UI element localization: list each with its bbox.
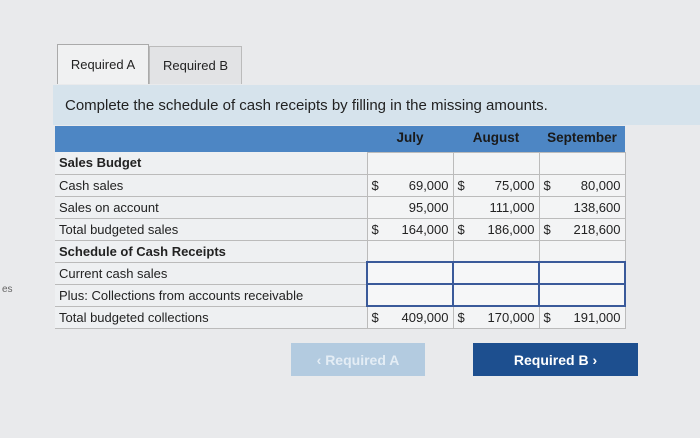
row-label: Cash sales <box>55 174 367 197</box>
amount-cell: $409,000 <box>366 305 454 329</box>
next-required-b-button[interactable]: Required B › <box>473 343 638 376</box>
dollar-sign: $ <box>457 309 465 325</box>
tab-required-b[interactable]: Required B <box>149 46 242 84</box>
row-label: Sales Budget <box>55 152 367 175</box>
table-row: Sales Budget <box>55 151 626 175</box>
amount-input[interactable] <box>452 261 540 285</box>
dollar-sign: $ <box>371 309 379 325</box>
row-label: Total budgeted collections <box>55 306 367 329</box>
prev-required-a-button[interactable]: ‹ Required A <box>291 343 425 376</box>
amount-value: 186,000 <box>487 221 535 237</box>
amount-input[interactable] <box>366 283 454 307</box>
amount-cell: $75,000 <box>452 173 540 197</box>
amount-cell: $69,000 <box>366 173 454 197</box>
amount-value: 95,000 <box>408 199 449 215</box>
amount-value: 409,000 <box>401 309 449 325</box>
amount-cell: $218,600 <box>538 217 626 241</box>
table-row: Schedule of Cash Receipts <box>55 239 626 263</box>
amount-value: 191,000 <box>573 309 621 325</box>
table-row: Sales on account 95,000 111,000 138,600 <box>55 195 626 219</box>
table-row: Cash sales $69,000 $75,000 $80,000 <box>55 173 626 197</box>
table-row: Total budgeted collections $409,000 $170,0… <box>55 305 626 329</box>
amount-value: 75,000 <box>494 177 535 193</box>
amount-cell: $164,000 <box>366 217 454 241</box>
amount-cell: 111,000 <box>452 195 540 219</box>
amount-cell <box>452 151 540 175</box>
amount-cell: $186,000 <box>452 217 540 241</box>
row-label: Schedule of Cash Receipts <box>55 240 367 263</box>
amount-value: 170,000 <box>487 309 535 325</box>
amount-value: 218,600 <box>573 221 621 237</box>
table-row: Total budgeted sales $164,000 $186,000 $218… <box>55 217 626 241</box>
dollar-sign: $ <box>457 177 465 193</box>
amount-cell: $191,000 <box>538 305 626 329</box>
amount-value: 138,600 <box>573 199 621 215</box>
amount-cell: 138,600 <box>538 195 626 219</box>
dollar-sign: $ <box>543 221 551 237</box>
amount-cell <box>366 239 454 263</box>
cash-receipts-table: July August September Sales Budget Cash sale… <box>55 126 626 329</box>
column-header: September <box>539 126 625 152</box>
amount-input[interactable] <box>538 283 626 307</box>
amount-input[interactable] <box>452 283 540 307</box>
row-label: Plus: Collections from accounts receivab… <box>55 284 367 307</box>
amount-value: 164,000 <box>401 221 449 237</box>
dollar-sign: $ <box>543 177 551 193</box>
amount-cell: $80,000 <box>538 173 626 197</box>
amount-cell: 95,000 <box>366 195 454 219</box>
column-header: July <box>367 126 453 152</box>
amount-cell <box>366 151 454 175</box>
amount-cell <box>538 151 626 175</box>
amount-cell <box>538 239 626 263</box>
cut-off-text: es <box>2 284 13 295</box>
dollar-sign: $ <box>457 221 465 237</box>
dollar-sign: $ <box>543 309 551 325</box>
header-blank <box>55 126 367 152</box>
amount-cell <box>452 239 540 263</box>
table-row: Current cash sales <box>55 261 626 285</box>
row-label: Total budgeted sales <box>55 218 367 241</box>
amount-value: 111,000 <box>489 199 535 215</box>
amount-value: 69,000 <box>408 177 449 193</box>
dollar-sign: $ <box>371 221 379 237</box>
dollar-sign: $ <box>371 177 379 193</box>
table-row: Plus: Collections from accounts receivab… <box>55 283 626 307</box>
instruction: Complete the schedule of cash receipts b… <box>53 85 700 125</box>
amount-input[interactable] <box>538 261 626 285</box>
amount-cell: $170,000 <box>452 305 540 329</box>
row-label: Sales on account <box>55 196 367 219</box>
row-label: Current cash sales <box>55 262 367 285</box>
amount-value: 80,000 <box>580 177 621 193</box>
tab-required-a[interactable]: Required A <box>57 44 149 84</box>
column-header: August <box>453 126 539 152</box>
amount-input[interactable] <box>366 261 454 285</box>
